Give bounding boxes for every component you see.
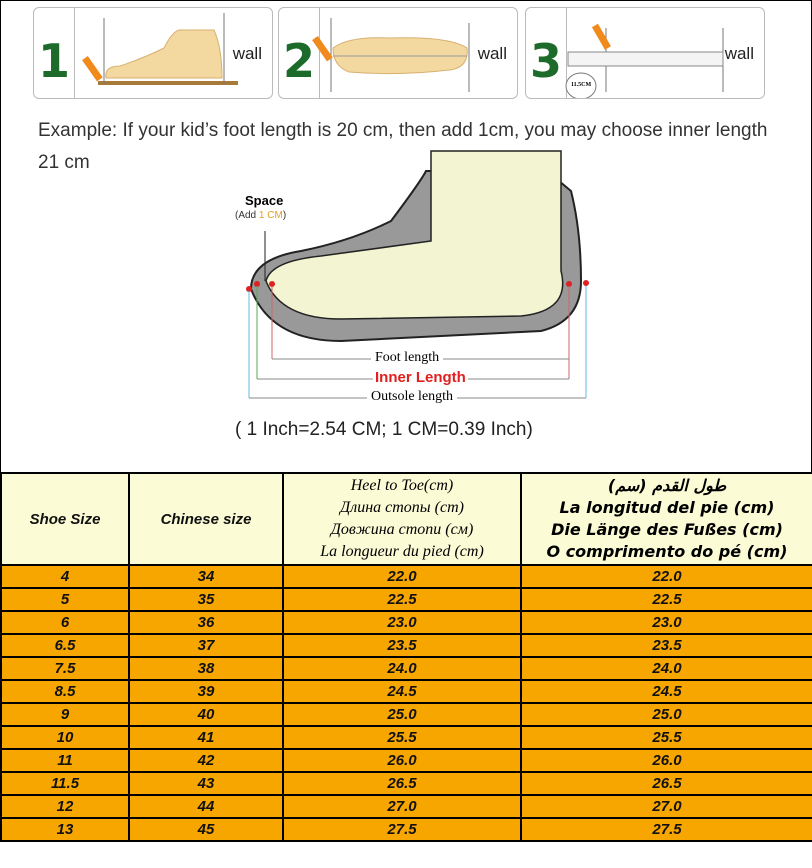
foot-length-cell: 24.0 [520,656,812,681]
step-number: 3 [530,34,563,88]
table-row: 6 36 23.0 23.0 [0,610,812,635]
shoe-size-cell: 7.5 [0,656,130,681]
heel-to-toe-cell: 26.5 [282,771,522,796]
ruler-reading: 11.5CM [571,82,592,88]
ruler-illustration [565,23,724,98]
heel-to-toe-cell: 24.0 [282,656,522,681]
heel-to-toe-cell: 24.5 [282,679,522,704]
heel-to-toe-cell: 25.0 [282,702,522,727]
foot-length-cell: 25.5 [520,725,812,750]
chinese-size-cell: 39 [128,679,284,704]
step-3-panel: 3 11.5CM wall [525,7,765,99]
shoe-size-cell: 11.5 [0,771,130,796]
outsole-length-label: Outsole length [367,389,458,405]
table-row: 11.5 43 26.5 26.5 [0,771,812,796]
heel-to-toe-cell: 22.0 [282,564,522,589]
table-header-row: Shoe Size Chinese size Heel to Toe(cm) Д… [0,472,812,566]
header-foot-length-multilang: (طول القدم (سم La longitud del pie (cm) … [520,472,812,566]
header-shoe-size: Shoe Size [0,472,130,566]
foot-length-cell: 23.5 [520,633,812,658]
heel-to-toe-cell: 23.0 [282,610,522,635]
chinese-size-cell: 44 [128,794,284,819]
chinese-size-cell: 38 [128,656,284,681]
table-row: 5 35 22.5 22.5 [0,587,812,612]
header-chinese-size: Chinese size [128,472,284,566]
shoe-size-cell: 9 [0,702,130,727]
chinese-size-cell: 42 [128,748,284,773]
table-row: 6.5 37 23.5 23.5 [0,633,812,658]
table-row: 7.5 38 24.0 24.0 [0,656,812,681]
heel-to-toe-cell: 22.5 [282,587,522,612]
shoe-size-cell: 5 [0,587,130,612]
chinese-size-cell: 41 [128,725,284,750]
shoe-size-cell: 13 [0,817,130,842]
foot-length-cell: 26.0 [520,748,812,773]
chinese-size-cell: 36 [128,610,284,635]
foot-length-cell: 27.5 [520,817,812,842]
foot-length-cell: 25.0 [520,702,812,727]
table-row: 9 40 25.0 25.0 [0,702,812,727]
step-number: 2 [283,34,316,88]
table-row: 12 44 27.0 27.0 [0,794,812,819]
table-row: 13 45 27.5 27.5 [0,817,812,842]
foot-side-illustration [82,13,238,85]
size-chart-table: Shoe Size Chinese size Heel to Toe(cm) Д… [0,472,812,842]
heel-to-toe-cell: 27.5 [282,817,522,842]
wall-label: wall [477,44,507,63]
chinese-size-cell: 37 [128,633,284,658]
step-2-panel: 2 wall [278,7,518,99]
shoe-size-cell: 12 [0,794,130,819]
shoe-diagram: Space (Add 1 CM) Foot length Inner Lengt… [221,141,601,416]
chinese-size-cell: 34 [128,564,284,589]
chinese-size-cell: 43 [128,771,284,796]
table-row: 8.5 39 24.5 24.5 [0,679,812,704]
foot-top-illustration [312,18,470,92]
shoe-size-cell: 4 [0,564,130,589]
wall-label: wall [232,44,262,63]
chinese-size-cell: 35 [128,587,284,612]
inner-length-label: Inner Length [373,369,468,386]
step-1-panel: 1 wall [33,7,273,99]
space-label: Space [245,193,284,208]
foot-length-cell: 27.0 [520,794,812,819]
foot-length-cell: 22.5 [520,587,812,612]
heel-to-toe-cell: 27.0 [282,794,522,819]
table-row: 11 42 26.0 26.0 [0,748,812,773]
table-row: 10 41 25.5 25.5 [0,725,812,750]
conversion-note: ( 1 Inch=2.54 CM; 1 CM=0.39 Inch) [235,419,533,440]
chinese-size-cell: 40 [128,702,284,727]
foot-length-cell: 23.0 [520,610,812,635]
shoe-size-cell: 10 [0,725,130,750]
foot-length-cell: 22.0 [520,564,812,589]
table-row: 4 34 22.0 22.0 [0,564,812,589]
shoe-size-cell: 8.5 [0,679,130,704]
measuring-guide: 1 wall 2 wall 3 1 [0,0,812,473]
heel-to-toe-cell: 26.0 [282,748,522,773]
shoe-size-cell: 11 [0,748,130,773]
shoe-size-cell: 6 [0,610,130,635]
foot-length-cell: 24.5 [520,679,812,704]
header-heel-to-toe: Heel to Toe(cm) Длина стопы (cm) Довжина… [282,472,522,566]
shoe-size-cell: 6.5 [0,633,130,658]
chinese-size-cell: 45 [128,817,284,842]
foot-length-label: Foot length [371,350,444,366]
space-note: (Add 1 CM) [235,210,287,221]
heel-to-toe-cell: 25.5 [282,725,522,750]
heel-to-toe-cell: 23.5 [282,633,522,658]
foot-length-cell: 26.5 [520,771,812,796]
example-text: Example: If your kid’s foot length is 20… [38,120,768,173]
wall-label: wall [724,44,754,63]
step-number: 1 [38,34,71,88]
shoe-cross-section-illustration [246,150,589,399]
